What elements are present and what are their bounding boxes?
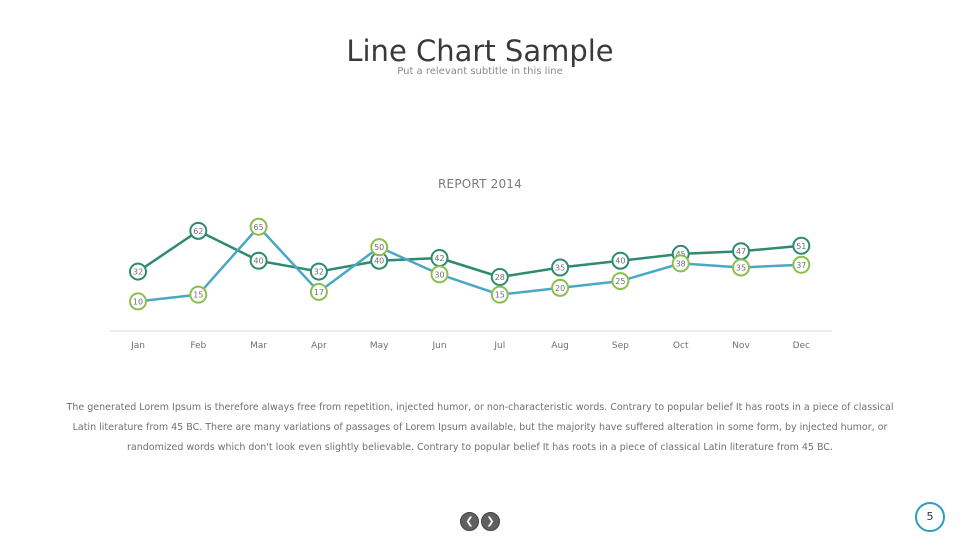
point-marker bbox=[611, 251, 630, 270]
chevron-right-icon[interactable]: ❯ bbox=[481, 512, 500, 531]
data-point: 20 bbox=[551, 278, 570, 297]
point-marker bbox=[309, 262, 328, 281]
data-label: 65 bbox=[254, 223, 264, 232]
point-marker bbox=[490, 285, 509, 304]
data-label: 47 bbox=[736, 247, 746, 256]
line-chart: Jan Feb Mar Apr May Jun Jul Aug Sep Oct Nov Dec 32 62… bbox=[110, 217, 832, 351]
chart-title: REPORT 2014 bbox=[438, 177, 522, 191]
point-marker bbox=[249, 217, 268, 236]
chevron-left-icon[interactable]: ❮ bbox=[460, 512, 479, 531]
data-point: 42 bbox=[430, 249, 449, 267]
x-tick-label: Sep bbox=[612, 341, 629, 351]
data-point: 30 bbox=[430, 265, 449, 284]
series-line-1 bbox=[137, 229, 802, 279]
point-marker bbox=[189, 221, 208, 240]
data-label: 20 bbox=[555, 284, 565, 293]
data-point: 35 bbox=[551, 258, 570, 277]
data-point: 38 bbox=[671, 254, 690, 273]
data-label: 32 bbox=[133, 268, 143, 277]
data-label: 51 bbox=[796, 242, 806, 251]
point-marker bbox=[611, 272, 630, 291]
x-tick-label: Aug bbox=[551, 341, 569, 351]
point-marker bbox=[249, 251, 268, 270]
x-tick-label: Dec bbox=[793, 341, 810, 351]
data-point: 50 bbox=[370, 238, 389, 257]
x-tick-label: Jun bbox=[431, 341, 446, 351]
data-point: 10 bbox=[129, 292, 147, 311]
data-point: 15 bbox=[189, 285, 208, 304]
point-marker bbox=[129, 262, 147, 281]
data-point: 65 bbox=[249, 217, 268, 236]
slide-title: Line Chart Sample bbox=[346, 34, 614, 68]
data-point: 32 bbox=[309, 262, 328, 281]
data-label: 38 bbox=[676, 259, 686, 268]
point-marker bbox=[370, 238, 389, 257]
point-marker bbox=[490, 268, 509, 286]
data-point: 40 bbox=[611, 251, 630, 270]
data-point: 32 bbox=[129, 262, 147, 281]
point-marker bbox=[551, 278, 570, 297]
data-label: 15 bbox=[495, 291, 505, 300]
data-point: 35 bbox=[732, 258, 750, 277]
data-point: 51 bbox=[792, 236, 811, 255]
data-label: 25 bbox=[615, 277, 625, 286]
data-label: 42 bbox=[434, 254, 444, 263]
slide-subtitle: Put a relevant subtitle in this line bbox=[397, 66, 563, 77]
data-point: 37 bbox=[792, 255, 811, 274]
data-label: 50 bbox=[374, 243, 384, 252]
data-label: 32 bbox=[314, 268, 324, 277]
data-label: 40 bbox=[254, 257, 264, 266]
data-label: 45 bbox=[676, 250, 686, 259]
point-marker bbox=[671, 254, 690, 273]
point-marker bbox=[309, 282, 328, 301]
data-point: 17 bbox=[309, 282, 328, 301]
point-marker bbox=[551, 258, 570, 277]
data-point: 47 bbox=[732, 242, 750, 261]
data-label: 40 bbox=[374, 257, 384, 266]
data-label: 35 bbox=[736, 264, 746, 273]
x-tick-label: Apr bbox=[311, 341, 327, 351]
slide-navigation: ❮ ❯ bbox=[460, 512, 500, 531]
data-point: 25 bbox=[611, 272, 630, 291]
data-label: 40 bbox=[615, 257, 625, 266]
series-line-2 bbox=[137, 225, 802, 303]
data-label: 37 bbox=[796, 261, 806, 270]
data-label: 17 bbox=[314, 288, 324, 297]
point-marker bbox=[129, 292, 147, 311]
data-label: 30 bbox=[434, 270, 444, 279]
x-tick-label: Jul bbox=[493, 341, 505, 351]
x-tick-label: Nov bbox=[732, 341, 750, 351]
point-marker bbox=[189, 285, 208, 304]
data-point: 28 bbox=[490, 268, 509, 286]
x-tick-label: Feb bbox=[190, 341, 206, 351]
data-label: 10 bbox=[133, 297, 143, 306]
data-label: 15 bbox=[193, 291, 203, 300]
point-marker bbox=[430, 265, 449, 284]
page-number-badge: 5 bbox=[915, 502, 945, 532]
x-tick-label: May bbox=[370, 341, 389, 351]
data-point: 15 bbox=[490, 285, 509, 304]
data-point: 62 bbox=[189, 221, 208, 240]
data-point: 40 bbox=[249, 251, 268, 270]
x-tick-label: Mar bbox=[250, 341, 267, 351]
point-marker bbox=[732, 258, 750, 277]
x-tick-label: Oct bbox=[673, 341, 689, 351]
body-paragraph: The generated Lorem Ipsum is therefore a… bbox=[66, 402, 894, 453]
point-marker bbox=[792, 255, 811, 274]
point-marker bbox=[792, 236, 811, 255]
data-label: 28 bbox=[495, 273, 505, 282]
data-label: 35 bbox=[555, 264, 565, 273]
data-label: 62 bbox=[193, 227, 203, 236]
x-tick-label: Jan bbox=[130, 341, 145, 351]
